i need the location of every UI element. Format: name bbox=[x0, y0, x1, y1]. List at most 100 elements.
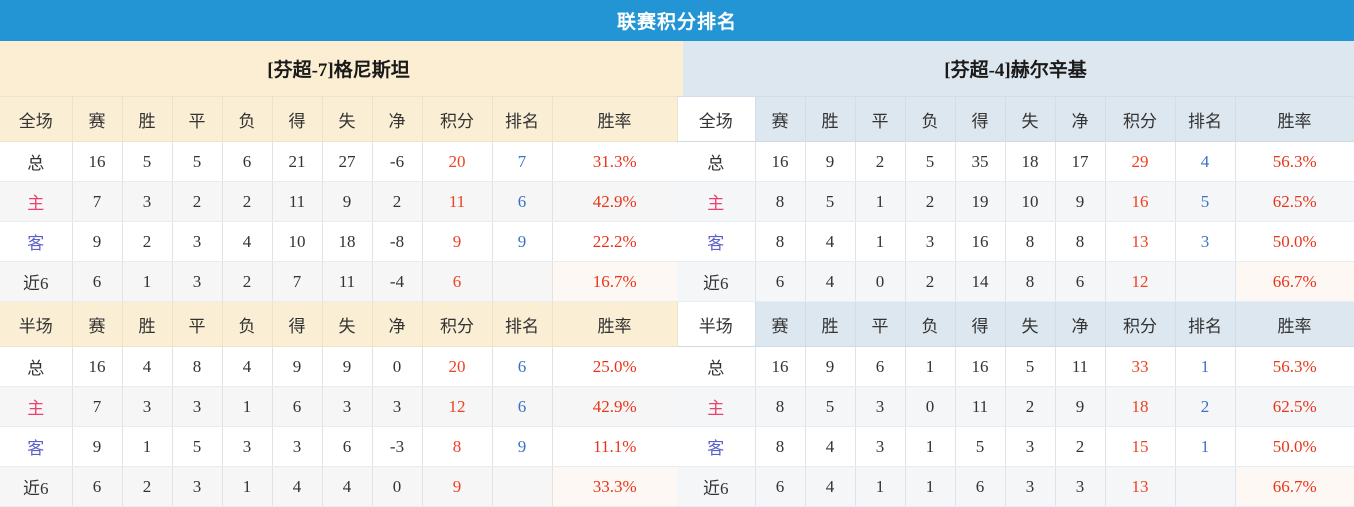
row-label: 客 bbox=[677, 426, 756, 467]
cell-played: 8 bbox=[755, 221, 806, 262]
table-row: 总 16 5 5 6 21 27 -6 20 7 31.3% bbox=[0, 141, 677, 182]
table-body-left: [芬超-7]格尼斯坦 全场赛胜平负得失净积分 排名 胜率总 16 5 5 6 21 27 -6 20 7… bbox=[0, 41, 678, 507]
column-header-10: 胜率 bbox=[552, 301, 678, 347]
team-name[interactable]: [芬超-4]赫尔辛基 bbox=[677, 41, 1354, 97]
cell-played: 9 bbox=[72, 426, 123, 467]
cell-played: 6 bbox=[755, 261, 806, 302]
column-header-4: 负 bbox=[905, 96, 956, 142]
column-header-row-half: 半场赛胜平负得失净积分 排名 胜率 bbox=[0, 301, 678, 347]
cell-points: 13 bbox=[1105, 466, 1176, 507]
table-row: 近6 6 4 0 2 14 8 6 12 66.7% bbox=[677, 261, 1354, 302]
cell-goals-against: 18 bbox=[322, 221, 373, 262]
column-header-9: 排名 bbox=[1175, 301, 1236, 347]
cell-played: 16 bbox=[755, 346, 806, 387]
cell-goals-for: 6 bbox=[955, 466, 1006, 507]
cell-draws: 3 bbox=[172, 466, 223, 507]
column-header-8: 积分 bbox=[1105, 301, 1176, 347]
cell-goals-for: 21 bbox=[272, 141, 323, 182]
cell-wins: 4 bbox=[805, 426, 856, 467]
cell-played: 7 bbox=[72, 181, 123, 222]
cell-goal-diff: 3 bbox=[372, 386, 423, 427]
row-label: 总 bbox=[0, 346, 73, 387]
cell-wins: 9 bbox=[805, 141, 856, 182]
cell-goal-diff: 8 bbox=[1055, 221, 1106, 262]
cell-rank: 3 bbox=[1175, 221, 1236, 262]
row-label: 近6 bbox=[677, 261, 756, 302]
cell-wins: 4 bbox=[805, 261, 856, 302]
cell-losses: 1 bbox=[905, 466, 956, 507]
cell-draws: 3 bbox=[172, 221, 223, 262]
cell-rank bbox=[1175, 466, 1236, 507]
cell-rank bbox=[492, 261, 553, 302]
column-header-row-full: 全场赛胜平负得失净积分 排名 胜率 bbox=[0, 96, 678, 142]
cell-points: 9 bbox=[422, 221, 493, 262]
cell-draws: 3 bbox=[855, 386, 906, 427]
cell-goals-against: 18 bbox=[1005, 141, 1056, 182]
cell-goals-against: 2 bbox=[1005, 386, 1056, 427]
cell-rank: 4 bbox=[1175, 141, 1236, 182]
team-panel-left: [芬超-7]格尼斯坦 全场赛胜平负得失净积分 排名 胜率总 16 5 5 6 21 27 -6 20 7… bbox=[0, 41, 678, 507]
cell-draws: 3 bbox=[172, 261, 223, 302]
cell-wins: 9 bbox=[805, 346, 856, 387]
cell-wins: 4 bbox=[805, 466, 856, 507]
cell-goals-against: 5 bbox=[1005, 346, 1056, 387]
cell-goals-against: 27 bbox=[322, 141, 373, 182]
cell-wins: 4 bbox=[805, 221, 856, 262]
column-header-2: 胜 bbox=[805, 96, 856, 142]
cell-goal-diff: -6 bbox=[372, 141, 423, 182]
column-header-7: 净 bbox=[1055, 96, 1106, 142]
cell-losses: 3 bbox=[905, 221, 956, 262]
cell-goals-against: 8 bbox=[1005, 261, 1056, 302]
cell-draws: 5 bbox=[172, 141, 223, 182]
column-header-5: 得 bbox=[955, 301, 1006, 347]
team-name-row: [芬超-7]格尼斯坦 bbox=[0, 41, 677, 97]
column-header-3: 平 bbox=[855, 301, 906, 347]
cell-points: 11 bbox=[422, 181, 493, 222]
cell-win-rate: 62.5% bbox=[1235, 386, 1354, 427]
cell-goals-for: 11 bbox=[272, 181, 323, 222]
column-header-4: 负 bbox=[222, 301, 273, 347]
cell-wins: 2 bbox=[122, 466, 173, 507]
cell-rank: 1 bbox=[1175, 346, 1236, 387]
standings-tables: [芬超-7]格尼斯坦 全场赛胜平负得失净积分 排名 胜率总 16 5 5 6 21 27 -6 20 7… bbox=[0, 41, 1354, 507]
column-header-10: 胜率 bbox=[1235, 96, 1354, 142]
cell-rank bbox=[492, 466, 553, 507]
cell-goals-for: 5 bbox=[955, 426, 1006, 467]
table-row: 主 7 3 3 1 6 3 3 12 6 42.9% bbox=[0, 386, 677, 427]
cell-goals-for: 11 bbox=[955, 386, 1006, 427]
row-label: 主 bbox=[0, 181, 73, 222]
cell-losses: 2 bbox=[905, 181, 956, 222]
cell-played: 6 bbox=[72, 261, 123, 302]
column-header-3: 平 bbox=[172, 301, 223, 347]
cell-points: 29 bbox=[1105, 141, 1176, 182]
cell-goal-diff: 0 bbox=[372, 466, 423, 507]
cell-goals-against: 3 bbox=[1005, 466, 1056, 507]
cell-goal-diff: -8 bbox=[372, 221, 423, 262]
table-body-right: [芬超-4]赫尔辛基 全场赛胜平负得失净积分 排名 胜率总 16 9 2 5 35 18 17 29 4… bbox=[677, 41, 1354, 507]
cell-played: 8 bbox=[755, 386, 806, 427]
cell-draws: 1 bbox=[855, 221, 906, 262]
cell-points: 12 bbox=[1105, 261, 1176, 302]
column-header-5: 得 bbox=[272, 96, 323, 142]
cell-points: 6 bbox=[422, 261, 493, 302]
cell-goal-diff: 9 bbox=[1055, 181, 1106, 222]
cell-rank: 5 bbox=[1175, 181, 1236, 222]
cell-goals-for: 14 bbox=[955, 261, 1006, 302]
column-header-9: 排名 bbox=[1175, 96, 1236, 142]
cell-rank: 6 bbox=[492, 181, 553, 222]
column-header-6: 失 bbox=[1005, 301, 1056, 347]
column-header-6: 失 bbox=[322, 96, 373, 142]
team-name[interactable]: [芬超-7]格尼斯坦 bbox=[0, 41, 677, 97]
cell-played: 8 bbox=[755, 181, 806, 222]
cell-wins: 3 bbox=[122, 181, 173, 222]
cell-wins: 5 bbox=[805, 181, 856, 222]
column-header-1: 赛 bbox=[755, 96, 806, 142]
cell-losses: 1 bbox=[905, 426, 956, 467]
cell-losses: 1 bbox=[905, 346, 956, 387]
cell-points: 15 bbox=[1105, 426, 1176, 467]
cell-losses: 3 bbox=[222, 426, 273, 467]
column-header-1: 赛 bbox=[72, 96, 123, 142]
column-header-0: 半场 bbox=[677, 301, 756, 347]
column-header-4: 负 bbox=[905, 301, 956, 347]
column-header-7: 净 bbox=[372, 301, 423, 347]
